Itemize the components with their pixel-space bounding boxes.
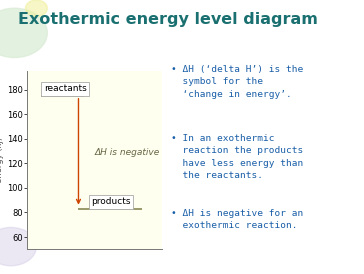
Y-axis label: energy (kJ): energy (kJ) bbox=[0, 137, 4, 183]
Circle shape bbox=[25, 0, 47, 16]
Text: ΔH is negative: ΔH is negative bbox=[95, 148, 160, 157]
Text: • ΔH (‘delta H’) is the
  symbol for the
  ‘change in energy’.: • ΔH (‘delta H’) is the symbol for the ‘… bbox=[171, 65, 303, 99]
Text: reactants: reactants bbox=[44, 84, 86, 93]
Circle shape bbox=[0, 227, 36, 266]
Text: • In an exothermic
  reaction the products
  have less energy than
  the reactan: • In an exothermic reaction the products… bbox=[171, 134, 303, 180]
Text: Exothermic energy level diagram: Exothermic energy level diagram bbox=[18, 12, 318, 27]
Text: • ΔH is negative for an
  exothermic reaction.: • ΔH is negative for an exothermic react… bbox=[171, 209, 303, 230]
Text: products: products bbox=[91, 197, 131, 206]
Circle shape bbox=[0, 8, 47, 58]
